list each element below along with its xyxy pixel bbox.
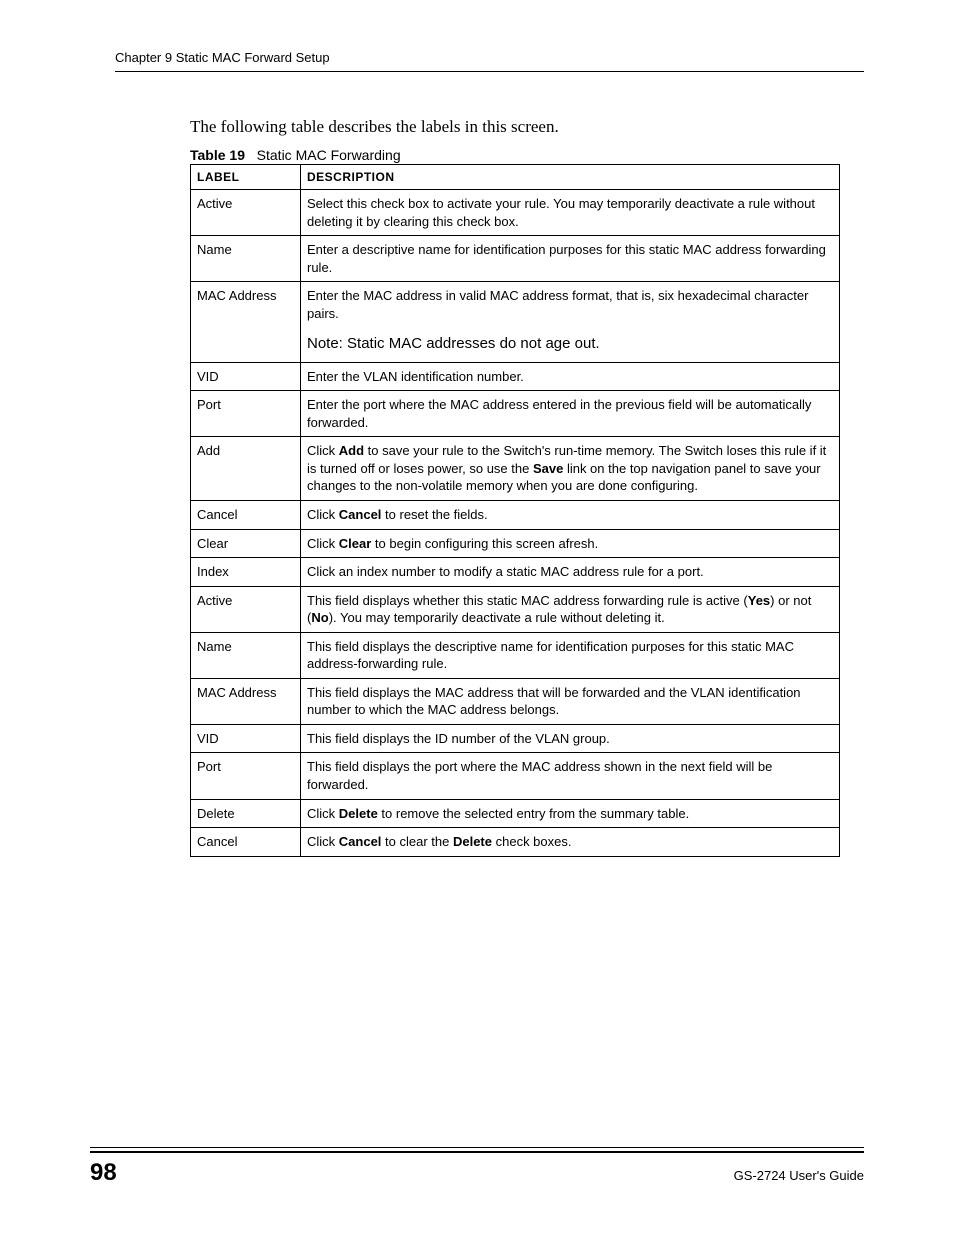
- text-segment: to begin configuring this screen afresh.: [371, 536, 598, 551]
- cell-label: Index: [191, 558, 301, 587]
- cell-label: Clear: [191, 529, 301, 558]
- text-segment: Save: [533, 461, 563, 476]
- text-segment: Click an index number to modify a static…: [307, 564, 704, 579]
- cell-label: Name: [191, 236, 301, 282]
- text-segment: This field displays the MAC address that…: [307, 685, 801, 718]
- text-segment: to reset the fields.: [381, 507, 487, 522]
- text-segment: Click: [307, 536, 339, 551]
- table-row: PortEnter the port where the MAC address…: [191, 391, 840, 437]
- text-segment: Yes: [748, 593, 770, 608]
- table-row: DeleteClick Delete to remove the selecte…: [191, 799, 840, 828]
- cell-description: This field displays the descriptive name…: [301, 632, 840, 678]
- text-segment: This field displays the ID number of the…: [307, 731, 610, 746]
- text-segment: This field displays the port where the M…: [307, 759, 772, 792]
- text-segment: Enter the VLAN identification number.: [307, 369, 524, 384]
- table-row: NameEnter a descriptive name for identif…: [191, 236, 840, 282]
- text-segment: Enter the MAC address in valid MAC addre…: [307, 288, 808, 321]
- table-row: VID This field displays the ID number of …: [191, 724, 840, 753]
- table-row: VID Enter the VLAN identification number.: [191, 362, 840, 391]
- text-segment: Add: [339, 443, 364, 458]
- cell-label: MAC Address: [191, 282, 301, 362]
- table-row: MAC AddressEnter the MAC address in vali…: [191, 282, 840, 362]
- cell-description: This field displays the MAC address that…: [301, 678, 840, 724]
- chapter-header: Chapter 9 Static MAC Forward Setup: [115, 50, 864, 72]
- table-header-row: LABEL DESCRIPTION: [191, 165, 840, 190]
- cell-description: This field displays the ID number of the…: [301, 724, 840, 753]
- cell-description: Click Cancel to reset the fields.: [301, 501, 840, 530]
- text-segment: Delete: [339, 806, 378, 821]
- table-row: NameThis field displays the descriptive …: [191, 632, 840, 678]
- text-segment: No: [311, 610, 328, 625]
- text-segment: Click: [307, 443, 339, 458]
- text-segment: check boxes.: [492, 834, 572, 849]
- cell-label: Add: [191, 437, 301, 501]
- table-row: CancelClick Cancel to clear the Delete c…: [191, 828, 840, 857]
- table-row: Index Click an index number to modify a s…: [191, 558, 840, 587]
- cell-description: Click Add to save your rule to the Switc…: [301, 437, 840, 501]
- cell-label: VID: [191, 362, 301, 391]
- table-number: Table 19: [190, 147, 245, 163]
- cell-note: Note: Static MAC addresses do not age ou…: [307, 334, 833, 354]
- text-segment: Click: [307, 806, 339, 821]
- cell-label: Name: [191, 632, 301, 678]
- table-row: ClearClick Clear to begin configuring th…: [191, 529, 840, 558]
- cell-description: This field displays whether this static …: [301, 586, 840, 632]
- cell-description: Enter the VLAN identification number.: [301, 362, 840, 391]
- table-title: Static MAC Forwarding: [257, 147, 401, 163]
- cell-label: Delete: [191, 799, 301, 828]
- table-row: ActiveSelect this check box to activate …: [191, 190, 840, 236]
- text-segment: Delete: [453, 834, 492, 849]
- label-description-table: LABEL DESCRIPTION ActiveSelect this chec…: [190, 164, 840, 857]
- cell-label: Active: [191, 190, 301, 236]
- page-number: 98: [90, 1159, 117, 1187]
- text-segment: Click: [307, 834, 339, 849]
- col-header-label: LABEL: [191, 165, 301, 190]
- text-segment: This field displays the descriptive name…: [307, 639, 794, 672]
- cell-label: Port: [191, 391, 301, 437]
- cell-label: MAC Address: [191, 678, 301, 724]
- table-row: PortThis field displays the port where t…: [191, 753, 840, 799]
- content: The following table describes the labels…: [190, 117, 864, 857]
- intro-text: The following table describes the labels…: [190, 117, 864, 137]
- text-segment: Cancel: [339, 507, 382, 522]
- text-segment: ). You may temporarily deactivate a rule…: [329, 610, 665, 625]
- cell-description: Click Delete to remove the selected entr…: [301, 799, 840, 828]
- cell-label: Port: [191, 753, 301, 799]
- text-segment: Click: [307, 507, 339, 522]
- cell-description: Enter the MAC address in valid MAC addre…: [301, 282, 840, 362]
- cell-description: Enter a descriptive name for identificat…: [301, 236, 840, 282]
- col-header-description: DESCRIPTION: [301, 165, 840, 190]
- cell-label: Cancel: [191, 828, 301, 857]
- cell-description: Click an index number to modify a static…: [301, 558, 840, 587]
- guide-name: GS-2724 User's Guide: [734, 1168, 864, 1183]
- text-segment: Enter a descriptive name for identificat…: [307, 242, 826, 275]
- text-segment: This field displays whether this static …: [307, 593, 748, 608]
- table-row: AddClick Add to save your rule to the Sw…: [191, 437, 840, 501]
- cell-label: Active: [191, 586, 301, 632]
- cell-label: Cancel: [191, 501, 301, 530]
- text-segment: to clear the: [381, 834, 453, 849]
- text-segment: Enter the port where the MAC address ent…: [307, 397, 811, 430]
- cell-description: Select this check box to activate your r…: [301, 190, 840, 236]
- cell-label: VID: [191, 724, 301, 753]
- table-row: CancelClick Cancel to reset the fields.: [191, 501, 840, 530]
- cell-description: Click Clear to begin configuring this sc…: [301, 529, 840, 558]
- cell-description: This field displays the port where the M…: [301, 753, 840, 799]
- table-caption: Table 19 Static MAC Forwarding: [190, 147, 864, 163]
- text-segment: Select this check box to activate your r…: [307, 196, 815, 229]
- cell-description: Click Cancel to clear the Delete check b…: [301, 828, 840, 857]
- text-segment: to remove the selected entry from the su…: [378, 806, 689, 821]
- text-segment: Clear: [339, 536, 372, 551]
- table-row: Active This field displays whether this s…: [191, 586, 840, 632]
- page-footer: 98 GS-2724 User's Guide: [90, 1147, 864, 1187]
- text-segment: Cancel: [339, 834, 382, 849]
- cell-description: Enter the port where the MAC address ent…: [301, 391, 840, 437]
- table-row: MAC AddressThis field displays the MAC a…: [191, 678, 840, 724]
